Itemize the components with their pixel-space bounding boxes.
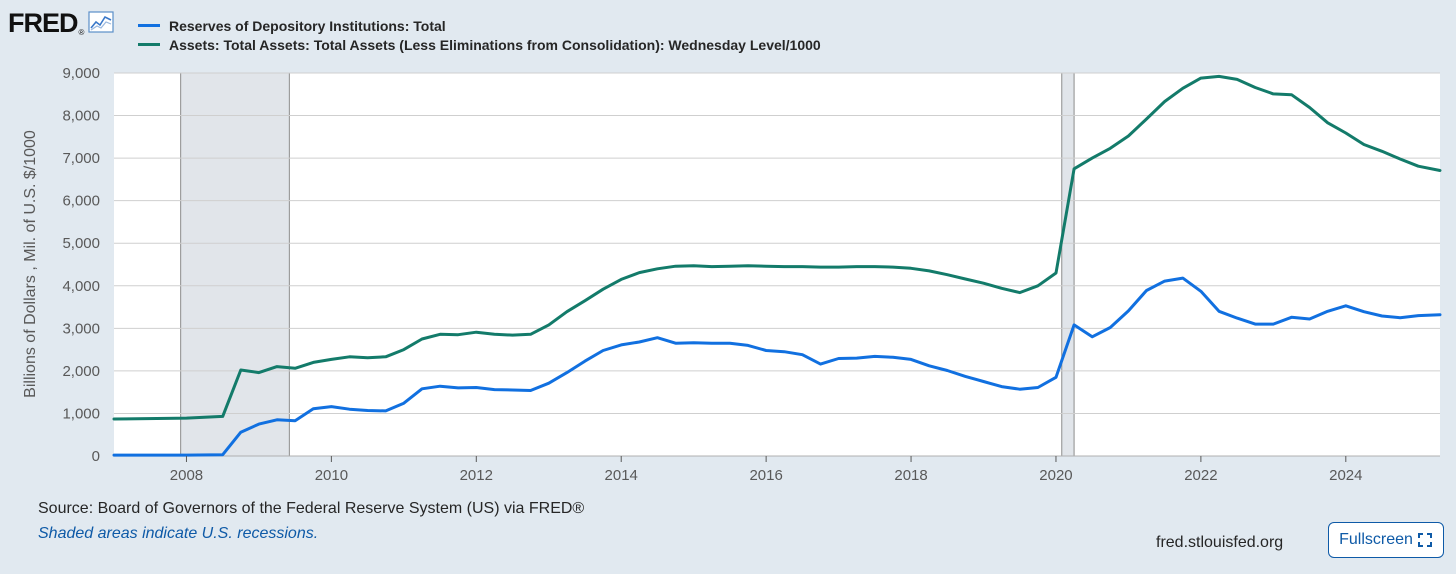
y-tick-label: 7,000 [62,150,100,167]
x-tick-label: 2024 [1329,467,1362,484]
recession-band [180,73,290,456]
fullscreen-label: Fullscreen [1339,531,1413,548]
y-tick-label: 0 [92,448,100,465]
x-tick-label: 2008 [170,467,203,484]
y-axis-label: Billions of Dollars , Mil. of U.S. $/100… [22,130,39,398]
fullscreen-button[interactable]: Fullscreen [1328,522,1444,558]
logo-text: FRED [8,8,78,38]
y-tick-label: 6,000 [62,193,100,210]
x-tick-label: 2018 [894,467,927,484]
logo-registered-mark: ® [78,28,85,37]
x-tick-label: 2020 [1039,467,1072,484]
x-tick-label: 2012 [460,467,493,484]
x-tick-label: 2014 [605,467,638,484]
legend-item-total-assets[interactable]: Assets: Total Assets: Total Assets (Less… [138,35,821,54]
fred-logo[interactable]: FRED ® [8,8,115,39]
x-tick-label: 2016 [749,467,782,484]
y-tick-label: 3,000 [62,320,100,337]
fullscreen-icon [1417,533,1432,547]
y-tick-label: 1,000 [62,405,100,422]
legend: Reserves of Depository Institutions: Tot… [138,16,821,54]
plot-area [114,73,1440,456]
y-tick-label: 8,000 [62,108,100,125]
site-url[interactable]: fred.stlouisfed.org [1156,534,1284,551]
series-lines [112,74,1442,457]
x-tick-label: 2022 [1184,467,1217,484]
line-chart[interactable]: 2008 2010 2012 2014 2016 2018 2020 2022 2024 0 1,… [0,0,1456,500]
legend-swatch-total-assets [138,43,160,46]
y-tick-label: 4,000 [62,278,100,295]
y-tick-label: 9,000 [62,65,100,82]
source-note: Source: Board of Governors of the Federa… [38,500,585,517]
x-axis-ticks: 2008 2010 2012 2014 2016 2018 2020 2022 2024 [170,456,1362,484]
y-axis-ticks: 0 1,000 2,000 3,000 4,000 5,000 6,000 7,000 8,00… [62,65,100,465]
legend-swatch-reserves [138,24,160,27]
recession-note: Shaded areas indicate U.S. recessions. [38,525,319,542]
line-graph-icon [88,11,115,38]
legend-label-reserves: Reserves of Depository Institutions: Tot… [169,17,446,34]
series-line-reserves[interactable] [112,276,1442,457]
y-tick-label: 5,000 [62,235,100,252]
recession-shading [180,73,1075,456]
gridlines [114,72,1440,457]
recession-band [1061,73,1075,456]
x-tick-label: 2010 [315,467,348,484]
series-line-total-assets[interactable] [112,74,1442,421]
legend-label-total-assets: Assets: Total Assets: Total Assets (Less… [169,36,821,53]
y-tick-label: 2,000 [62,363,100,380]
legend-item-reserves[interactable]: Reserves of Depository Institutions: Tot… [138,16,821,35]
